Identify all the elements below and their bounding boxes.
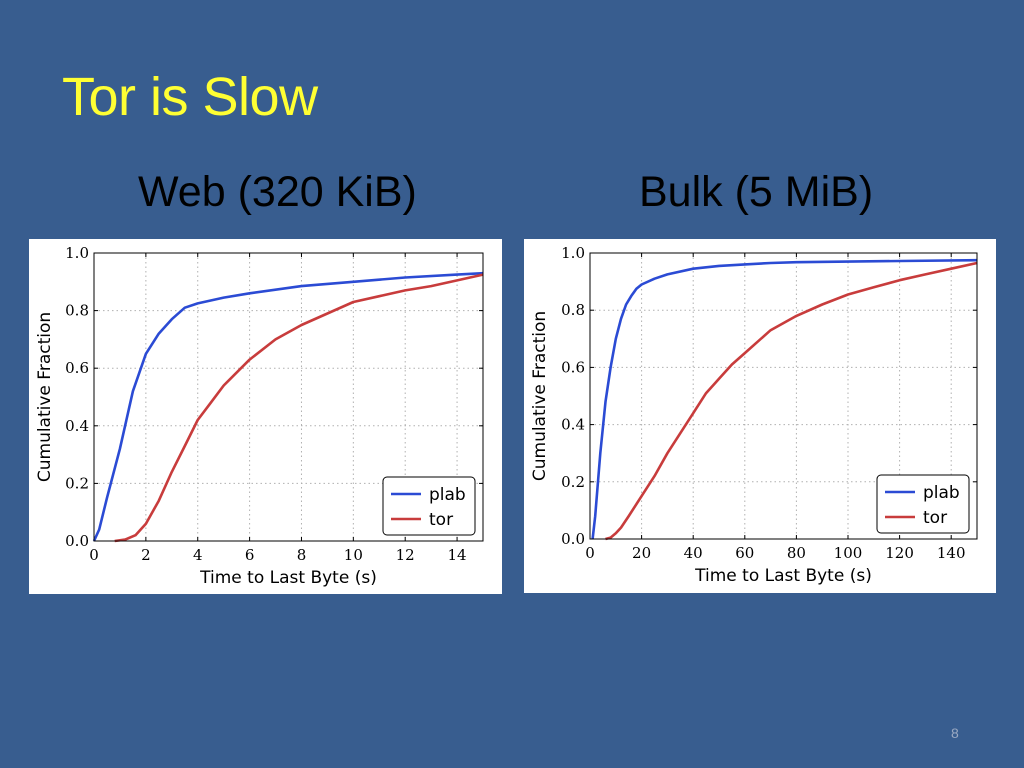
- series-line-plab: [92, 271, 484, 542]
- legend-box: [382, 476, 476, 536]
- y-tick-label: 0.0: [65, 532, 89, 550]
- y-tick-label: 0.0: [561, 530, 585, 548]
- x-axis-label: Time to Last Byte (s): [199, 568, 377, 588]
- y-tick-label: 0.2: [561, 473, 585, 491]
- y-tick-label: 0.8: [65, 302, 89, 320]
- y-axis-label: Cumulative Fraction: [35, 312, 55, 482]
- x-tick-label: 0: [585, 544, 595, 562]
- x-tick-label: 4: [193, 546, 203, 564]
- chart-heading-web: Web (320 KiB): [138, 168, 417, 216]
- y-tick-label: 0.8: [561, 301, 585, 319]
- chart-heading-bulk: Bulk (5 MiB): [639, 168, 874, 216]
- series-line-plab: [591, 258, 978, 540]
- chart-panel-bulk: 0 20 40 60 80 100 120 140 0.0 0.2 0.4 0.6 0.8 1.0 Time…: [524, 239, 996, 593]
- x-tick-label: 0: [89, 546, 99, 564]
- x-tick-label: 10: [344, 546, 363, 564]
- x-tick-label: 120: [885, 544, 914, 562]
- x-tick-label: 140: [937, 544, 966, 562]
- legend: plab tor: [876, 474, 970, 534]
- slide-title: Tor is Slow: [62, 67, 318, 127]
- y-tick-label: 0.4: [65, 417, 89, 435]
- legend: plab tor: [382, 476, 476, 536]
- y-tick-label: 1.0: [561, 244, 585, 262]
- legend-label-plab: plab: [923, 483, 960, 503]
- legend-label-tor: tor: [429, 510, 453, 530]
- y-tick-label: 0.6: [561, 358, 585, 376]
- legend-box: [876, 474, 970, 534]
- x-tick-label: 60: [735, 544, 754, 562]
- y-tick-label: 0.2: [65, 474, 89, 492]
- plot-frame: [589, 252, 978, 540]
- x-tick-label: 12: [396, 546, 415, 564]
- grid-lines: [590, 253, 977, 539]
- plot-frame: [93, 252, 484, 542]
- x-tick-label: 80: [787, 544, 806, 562]
- chart-bulk: 0 20 40 60 80 100 120 140 0.0 0.2 0.4 0.6 0.8 1.0 Time…: [530, 244, 978, 586]
- x-tick-label: 20: [632, 544, 651, 562]
- y-tick-label: 1.0: [65, 244, 89, 262]
- y-tick-label: 0.4: [561, 416, 585, 434]
- x-tick-label: 14: [448, 546, 467, 564]
- legend-label-tor: tor: [923, 508, 947, 528]
- y-tick-label: 0.6: [65, 359, 89, 377]
- x-tick-label: 100: [834, 544, 863, 562]
- page-number: 8: [951, 725, 959, 741]
- legend-label-plab: plab: [429, 485, 466, 505]
- x-tick-label: 8: [297, 546, 307, 564]
- y-axis-label: Cumulative Fraction: [530, 311, 550, 481]
- x-axis-label: Time to Last Byte (s): [694, 566, 872, 586]
- chart-panel-web: 0 2 4 6 8 10 12 14 0.0 0.2 0.4 0.6 0.8 1.0 Time to Las…: [29, 239, 502, 594]
- x-tick-label: 40: [684, 544, 703, 562]
- series-line-tor: [605, 261, 978, 541]
- x-tick-label: 6: [245, 546, 255, 564]
- x-tick-label: 2: [141, 546, 151, 564]
- series-line-tor: [114, 273, 484, 543]
- chart-web: 0 2 4 6 8 10 12 14 0.0 0.2 0.4 0.6 0.8 1.0 Time to Las…: [35, 244, 484, 588]
